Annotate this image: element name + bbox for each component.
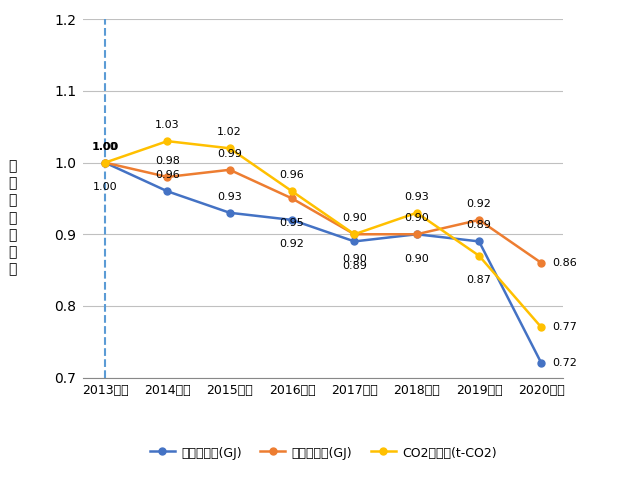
- Text: 0.90: 0.90: [404, 254, 429, 264]
- Text: 0.99: 0.99: [217, 149, 242, 159]
- CO2排出量(t-CO2): [226, 145, 234, 151]
- ガス使用量(GJ): [351, 239, 358, 244]
- Text: 0.89: 0.89: [467, 220, 492, 230]
- 電力使用量(GJ): [226, 167, 234, 173]
- Legend: ガス使用量(GJ), 電力使用量(GJ), CO2排出量(t-CO2): ガス使用量(GJ), 電力使用量(GJ), CO2排出量(t-CO2): [145, 441, 502, 465]
- Text: 0.98: 0.98: [155, 156, 180, 166]
- Text: 0.89: 0.89: [342, 261, 367, 271]
- 電力使用量(GJ): [163, 174, 171, 180]
- Line: ガス使用量(GJ): ガス使用量(GJ): [102, 159, 545, 367]
- Text: ２
０
１
３
年
度
比: ２ ０ １ ３ 年 度 比: [8, 159, 17, 277]
- CO2排出量(t-CO2): [163, 138, 171, 144]
- ガス使用量(GJ): [101, 160, 109, 166]
- Text: 0.95: 0.95: [280, 218, 305, 228]
- Text: 1.00: 1.00: [92, 141, 118, 151]
- ガス使用量(GJ): [226, 210, 234, 216]
- CO2排出量(t-CO2): [101, 160, 109, 166]
- Text: 0.96: 0.96: [280, 170, 305, 180]
- Text: 0.90: 0.90: [404, 213, 429, 223]
- Text: 0.96: 0.96: [155, 170, 180, 180]
- ガス使用量(GJ): [476, 239, 483, 244]
- Text: 0.77: 0.77: [552, 322, 577, 333]
- 電力使用量(GJ): [413, 231, 420, 237]
- 電力使用量(GJ): [101, 160, 109, 166]
- Line: 電力使用量(GJ): 電力使用量(GJ): [102, 159, 545, 266]
- Text: 0.90: 0.90: [342, 213, 367, 223]
- ガス使用量(GJ): [288, 217, 296, 223]
- Text: 1.00: 1.00: [93, 141, 117, 151]
- CO2排出量(t-CO2): [351, 231, 358, 237]
- CO2排出量(t-CO2): [413, 210, 420, 216]
- CO2排出量(t-CO2): [538, 324, 545, 330]
- Text: 0.92: 0.92: [467, 199, 492, 209]
- Text: 1.02: 1.02: [218, 127, 242, 137]
- ガス使用量(GJ): [163, 188, 171, 194]
- 電力使用量(GJ): [476, 217, 483, 223]
- CO2排出量(t-CO2): [288, 188, 296, 194]
- Text: 1.00: 1.00: [93, 182, 117, 192]
- ガス使用量(GJ): [413, 231, 420, 237]
- CO2排出量(t-CO2): [476, 253, 483, 258]
- Text: 0.92: 0.92: [280, 240, 305, 249]
- Text: 1.03: 1.03: [155, 120, 180, 130]
- Text: 0.72: 0.72: [552, 358, 577, 368]
- ガス使用量(GJ): [538, 360, 545, 366]
- Text: 0.87: 0.87: [467, 275, 492, 285]
- Text: 0.93: 0.93: [218, 192, 242, 202]
- 電力使用量(GJ): [538, 260, 545, 266]
- Text: 0.90: 0.90: [342, 254, 367, 264]
- Text: 0.86: 0.86: [552, 258, 577, 268]
- 電力使用量(GJ): [351, 231, 358, 237]
- Text: 0.93: 0.93: [404, 192, 429, 202]
- 電力使用量(GJ): [288, 196, 296, 201]
- Line: CO2排出量(t-CO2): CO2排出量(t-CO2): [102, 137, 545, 331]
